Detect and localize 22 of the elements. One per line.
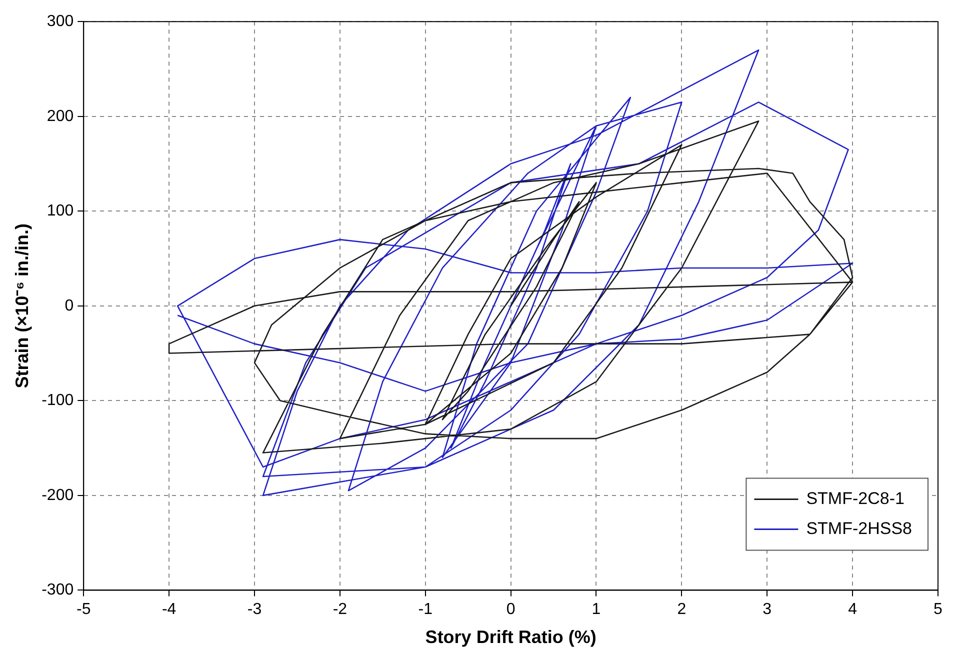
x-tick-label: 1	[592, 601, 601, 618]
x-tick-label: -2	[332, 601, 348, 618]
x-tick-label: -4	[162, 601, 176, 618]
y-tick-label: -300	[42, 582, 74, 599]
x-tick-label: 2	[677, 601, 686, 618]
y-tick-label: 100	[46, 202, 74, 220]
y-tick-label: -100	[42, 392, 74, 410]
y-tick-label: 0	[64, 297, 74, 314]
x-tick-label: 3	[762, 601, 772, 618]
y-tick-label: 200	[46, 108, 74, 125]
y-tick-label: 300	[46, 13, 74, 30]
legend-label: STMF-2HSS8	[806, 518, 912, 538]
legend-label: STMF-2C8-1	[806, 488, 904, 508]
x-tick-label: -3	[247, 601, 262, 618]
x-tick-label: 4	[848, 601, 858, 618]
y-axis-title: Strain (×10⁻⁶ in./in.)	[12, 223, 32, 388]
x-tick-label: 0	[506, 601, 516, 618]
x-tick-label: -5	[76, 601, 91, 618]
y-tick-label: -200	[42, 486, 74, 504]
x-axis-title: Story Drift Ratio (%)	[425, 627, 596, 648]
x-tick-label: -1	[418, 601, 433, 618]
x-tick-label: 5	[934, 601, 943, 618]
